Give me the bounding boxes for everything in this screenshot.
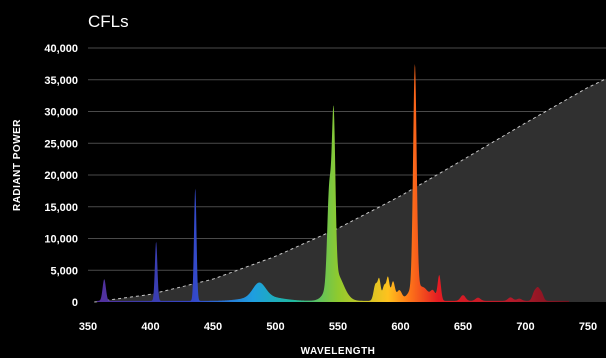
y-axis-ticks: 0 5,000 10,000 15,000 20,000 25,000 30,000 35,0…: [44, 43, 78, 309]
x-tick-500: 500: [266, 321, 284, 333]
reference-curve-line: [94, 78, 606, 303]
spectrum-area: [94, 63, 576, 302]
y-tick-35000: 35,000: [44, 75, 78, 87]
x-tick-400: 400: [141, 321, 159, 333]
y-tick-0: 0: [72, 297, 78, 309]
x-tick-550: 550: [329, 321, 347, 333]
chart-title: CFLs: [88, 12, 129, 31]
y-tick-30000: 30,000: [44, 107, 78, 119]
y-tick-25000: 25,000: [44, 138, 78, 150]
x-axis-label: WAVELENGTH: [301, 346, 376, 357]
y-axis-label: RADIANT POWER: [12, 119, 23, 211]
y-tick-40000: 40,000: [44, 43, 78, 55]
x-tick-700: 700: [516, 321, 534, 333]
x-tick-450: 450: [204, 321, 222, 333]
y-tick-15000: 15,000: [44, 202, 78, 214]
x-tick-650: 650: [454, 321, 472, 333]
x-tick-600: 600: [391, 321, 409, 333]
x-axis-ticks: 350 400 450 500 550 600 650 700 750: [79, 321, 597, 333]
y-tick-20000: 20,000: [44, 170, 78, 182]
y-tick-5000: 5,000: [50, 265, 78, 277]
x-tick-350: 350: [79, 321, 97, 333]
y-tick-10000: 10,000: [44, 234, 78, 246]
x-tick-750: 750: [579, 321, 597, 333]
reference-curve-area: [94, 78, 606, 302]
